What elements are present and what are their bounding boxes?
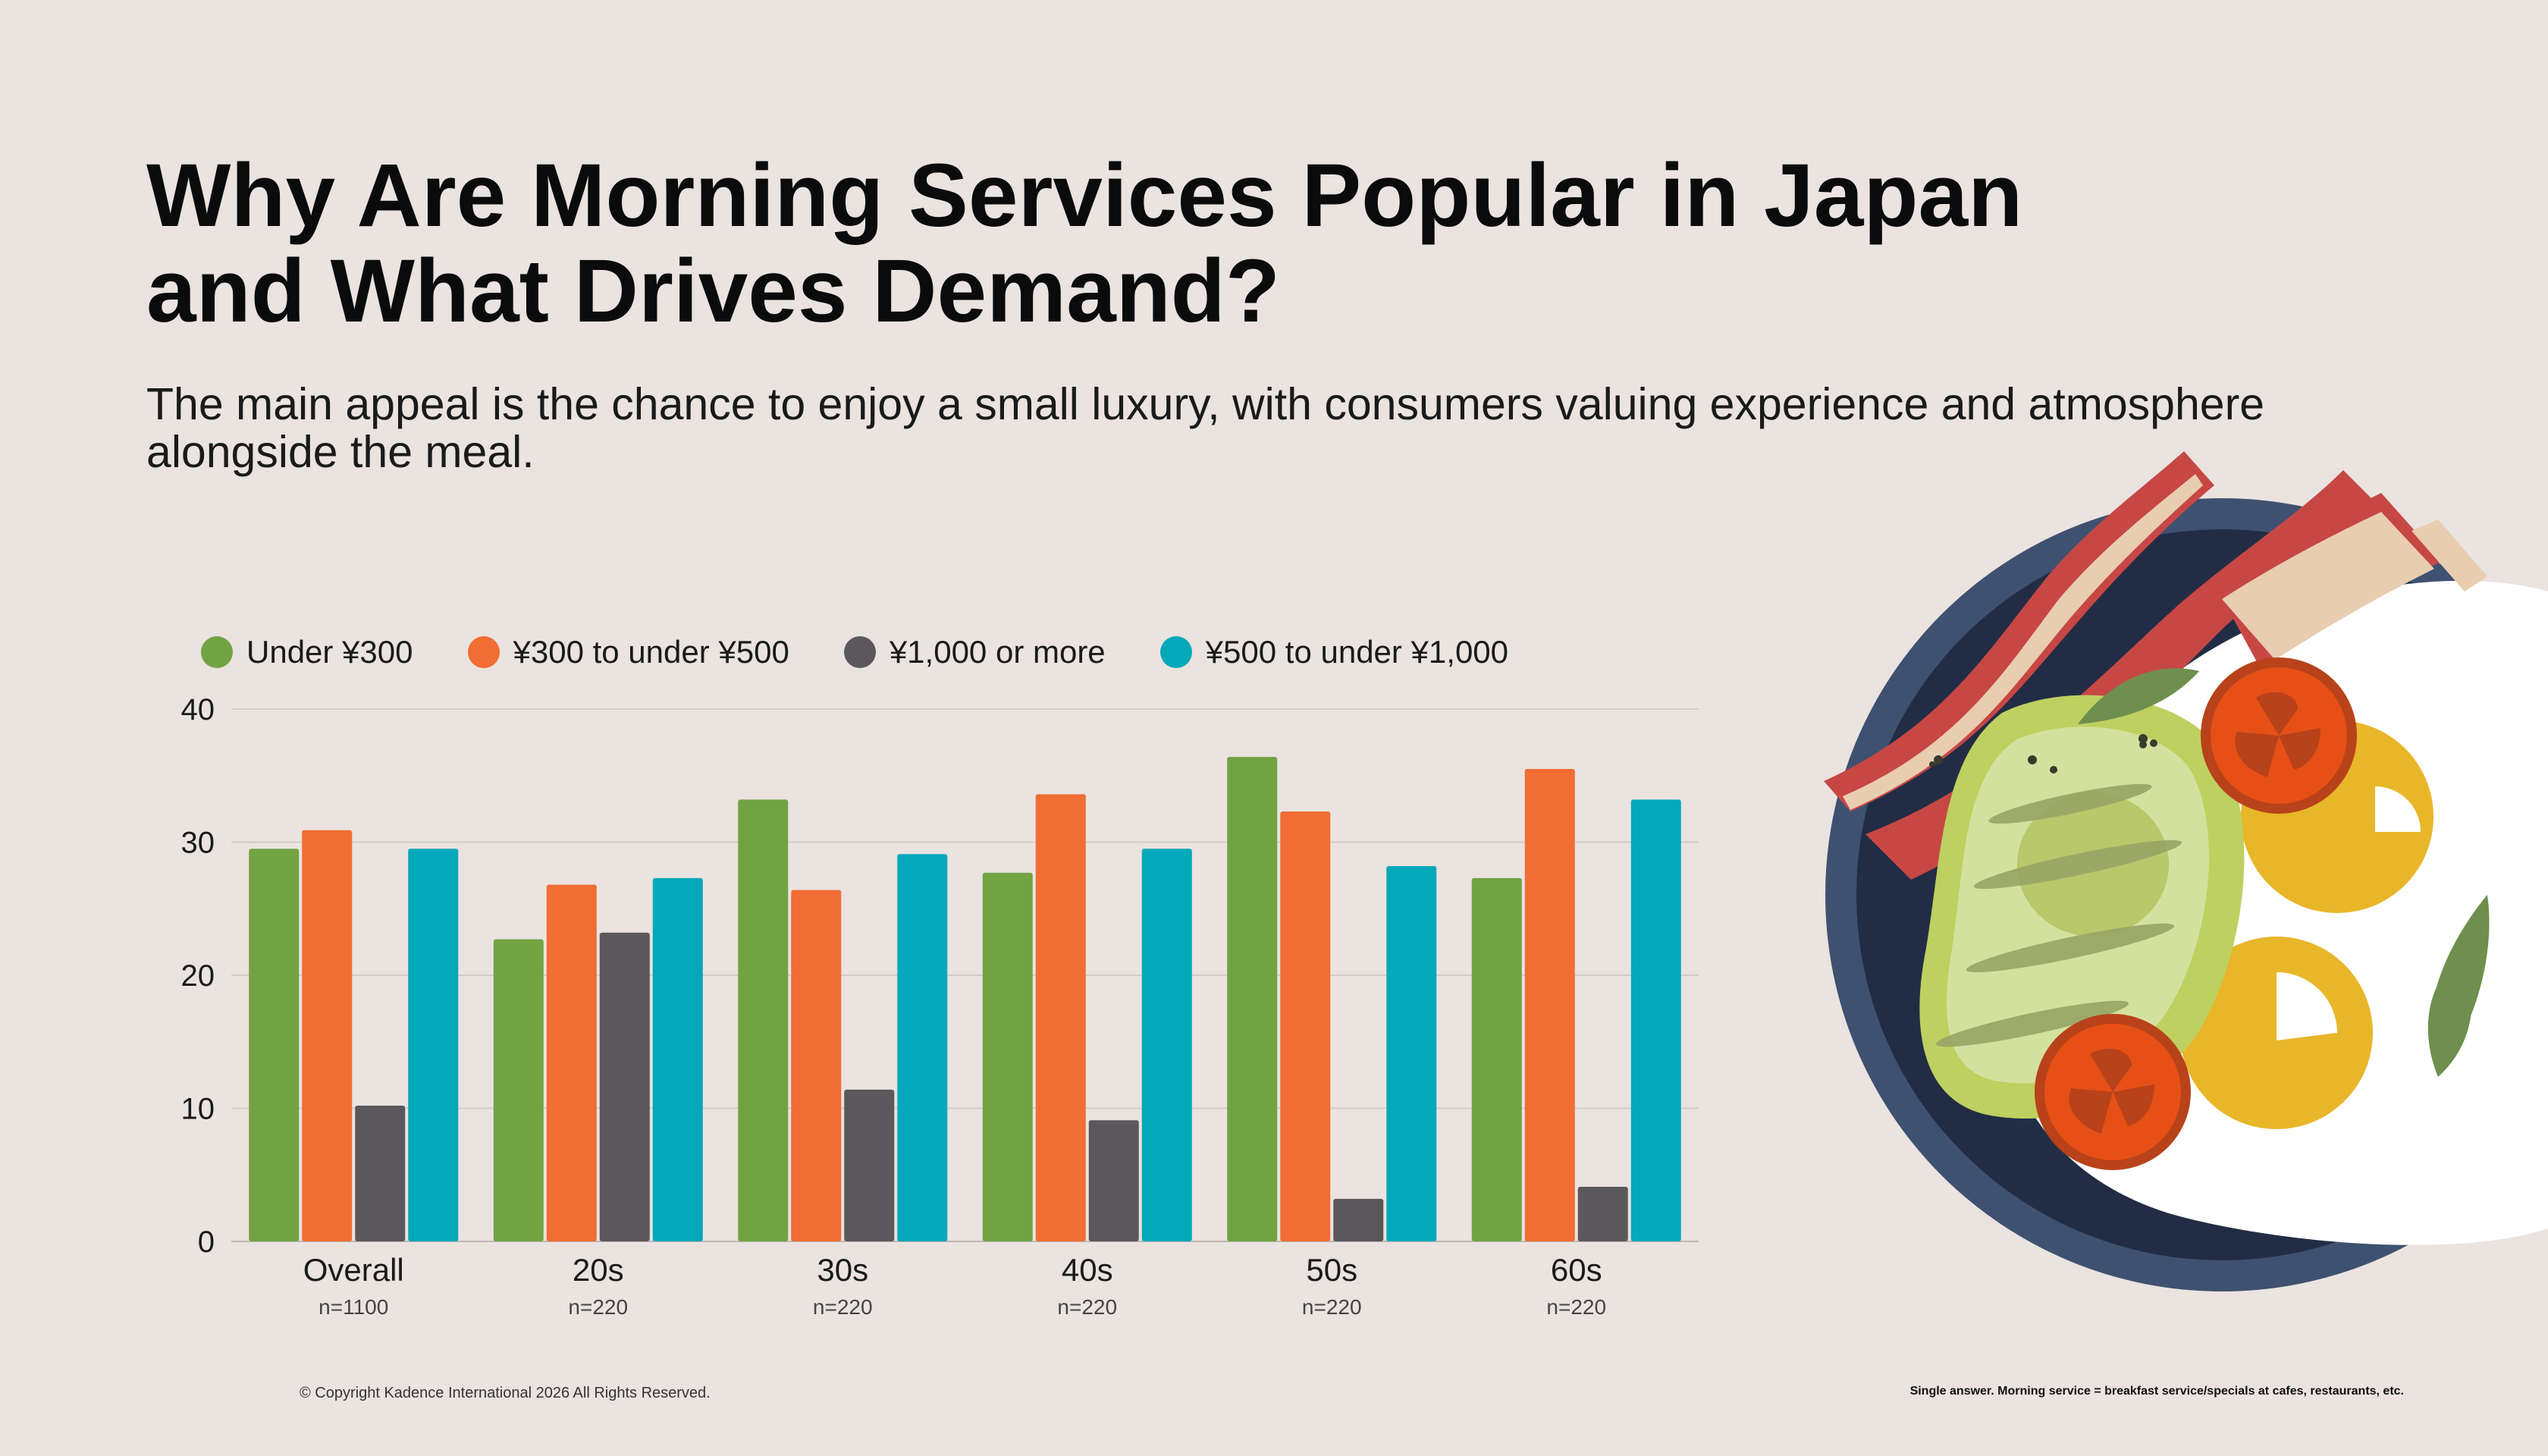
bar bbox=[599, 932, 650, 1241]
bar bbox=[1386, 866, 1437, 1241]
legend-swatch bbox=[843, 636, 876, 668]
bar bbox=[897, 854, 948, 1241]
bar bbox=[408, 849, 459, 1241]
bar bbox=[738, 799, 789, 1241]
bar bbox=[1227, 757, 1278, 1241]
bar bbox=[1333, 1198, 1384, 1241]
x-tick-label: 50s bbox=[1306, 1252, 1357, 1288]
sample-size-label: n=220 bbox=[1057, 1295, 1117, 1319]
bar bbox=[1141, 849, 1192, 1241]
legend-label: Under ¥300 bbox=[246, 634, 413, 670]
legend-swatch bbox=[467, 636, 500, 668]
bar bbox=[1088, 1120, 1139, 1241]
legend-item-500-1000: ¥500 to under ¥1,000 bbox=[1159, 634, 1509, 670]
avocado-icon bbox=[1919, 695, 2245, 1119]
bar bbox=[1280, 811, 1331, 1241]
legend-swatch bbox=[201, 636, 233, 668]
legend-swatch bbox=[1159, 636, 1192, 668]
legend-label: ¥1,000 or more bbox=[889, 634, 1106, 670]
bar bbox=[1630, 799, 1681, 1241]
breakfast-plate-illustration bbox=[1824, 451, 2548, 1291]
sample-size-label: n=220 bbox=[1546, 1295, 1606, 1319]
y-tick-label: 40 bbox=[181, 693, 215, 726]
sample-size-label: n=220 bbox=[813, 1295, 873, 1319]
bar bbox=[1035, 794, 1086, 1241]
x-tick-label: 60s bbox=[1551, 1252, 1602, 1288]
sample-size-label: n=1100 bbox=[318, 1295, 388, 1319]
bar bbox=[1577, 1187, 1628, 1241]
bar-chart: 0 10 20 30 40 Overall n=1100 20s n=220 30s n=220 40… bbox=[181, 693, 1699, 1319]
bar bbox=[982, 872, 1033, 1241]
y-tick-label: 30 bbox=[181, 827, 215, 860]
tomato-icon bbox=[2035, 657, 2357, 1170]
leaf-icon bbox=[2078, 668, 2490, 1077]
bar bbox=[302, 830, 353, 1241]
copyright-text: © Copyright Kadence International 2026 A… bbox=[300, 1385, 711, 1401]
page-title: Why Are Morning Services Popular in Japa… bbox=[146, 146, 2023, 341]
legend-label: ¥300 to under ¥500 bbox=[513, 634, 789, 670]
legend-item-300-500: ¥300 to under ¥500 bbox=[467, 634, 789, 670]
x-tick-label: Overall bbox=[303, 1252, 404, 1288]
y-tick-label: 10 bbox=[181, 1093, 215, 1126]
bar bbox=[355, 1105, 406, 1241]
y-tick-label: 0 bbox=[198, 1225, 215, 1259]
bar bbox=[791, 890, 842, 1241]
y-tick-label: 20 bbox=[181, 959, 215, 993]
sample-size-label: n=220 bbox=[568, 1295, 628, 1319]
bar bbox=[493, 939, 544, 1241]
sample-size-label: n=220 bbox=[1302, 1295, 1362, 1319]
page-subtitle: The main appeal is the chance to enjoy a… bbox=[146, 379, 2265, 477]
chart-legend: Under ¥300 ¥300 to under ¥500 ¥1,000 or … bbox=[201, 629, 1563, 675]
bar bbox=[1524, 768, 1575, 1241]
x-tick-label: 20s bbox=[573, 1252, 624, 1288]
bar bbox=[1471, 877, 1522, 1241]
bar bbox=[844, 1089, 895, 1241]
x-tick-label: 40s bbox=[1062, 1252, 1113, 1288]
bar bbox=[652, 877, 703, 1241]
bar bbox=[546, 884, 597, 1241]
x-tick-label: 30s bbox=[817, 1252, 868, 1288]
legend-label: ¥500 to under ¥1,000 bbox=[1205, 634, 1509, 670]
legend-item-under-300: Under ¥300 bbox=[201, 634, 413, 670]
legend-item-1000-plus: ¥1,000 or more bbox=[843, 634, 1106, 670]
footnote-text: Single answer. Morning service = breakfa… bbox=[1909, 1385, 2404, 1398]
bar bbox=[249, 849, 300, 1241]
